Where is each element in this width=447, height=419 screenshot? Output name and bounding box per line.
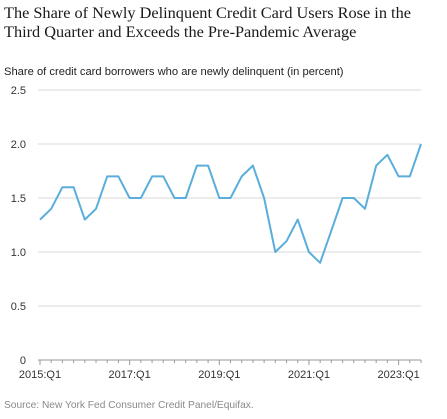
x-tick-label: 2023:Q1 — [377, 369, 419, 381]
x-tick-label: 2019:Q1 — [198, 369, 240, 381]
y-axis-label: Share of credit card borrowers who are n… — [4, 66, 344, 78]
y-tick-label: 1.5 — [11, 193, 26, 205]
series-layer — [39, 143, 422, 264]
x-tick-label: 2015:Q1 — [19, 369, 61, 381]
x-tick-label: 2017:Q1 — [109, 369, 151, 381]
series-line — [39, 143, 422, 264]
x-tick-label: 2021:Q1 — [288, 369, 330, 381]
source-note: Source: New York Fed Consumer Credit Pan… — [4, 400, 254, 411]
y-tick-label: 1.0 — [11, 247, 26, 259]
y-tick-label: 2.5 — [11, 85, 26, 97]
y-tick-label: 2.0 — [11, 139, 26, 151]
chart-title: The Share of Newly Delinquent Credit Car… — [4, 3, 411, 41]
gridlines — [38, 89, 421, 307]
y-tick-label: 0.5 — [11, 301, 26, 313]
y-tick-label: 0 — [20, 355, 26, 367]
y-axis-ticks: 0 0.5 1.0 1.5 2.0 2.5 — [11, 85, 26, 367]
x-axis-ticks: 2015:Q1 2017:Q1 2019:Q1 2021:Q1 2023:Q1 — [19, 360, 422, 381]
